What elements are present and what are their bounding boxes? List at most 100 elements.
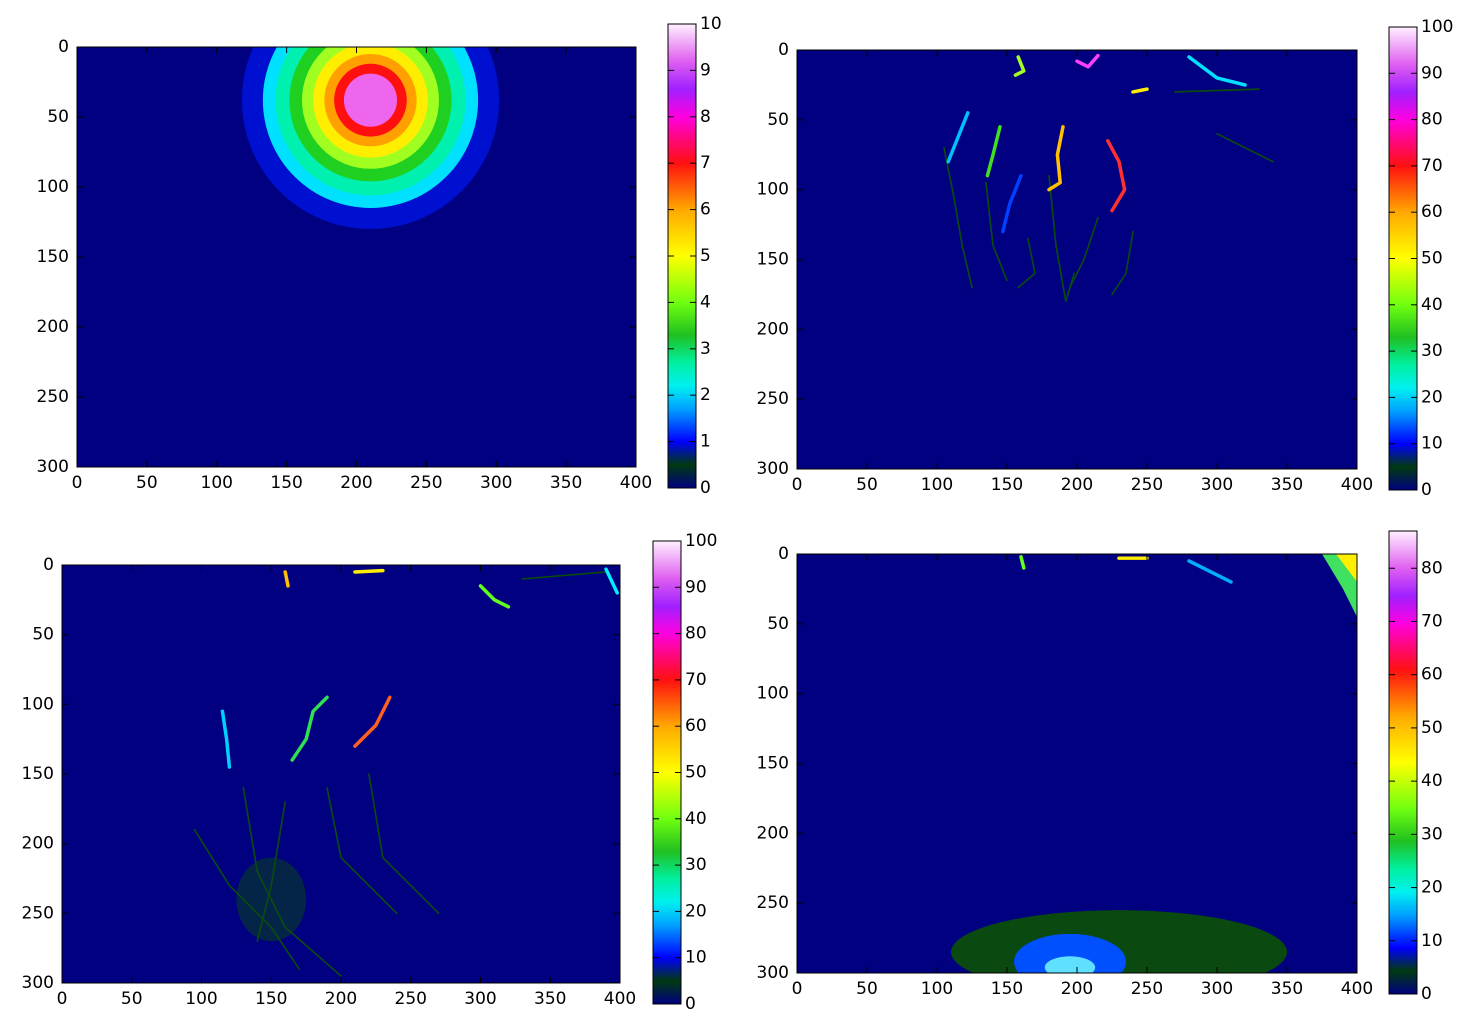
- colorbar: [1388, 530, 1418, 995]
- colorbar-tick-label: 30: [1421, 824, 1443, 844]
- x-tick-label: 100: [921, 979, 953, 999]
- y-tick-label: 50: [47, 107, 69, 127]
- x-tick-label: 300: [480, 473, 512, 493]
- colorbar-tick-label: 60: [1421, 665, 1443, 685]
- x-tick-label: 250: [1131, 979, 1163, 999]
- colorbar-tick-label: 7: [700, 153, 711, 173]
- x-tick-label: 0: [792, 475, 803, 495]
- x-tick-label: 150: [270, 473, 302, 493]
- y-tick-label: 200: [22, 834, 54, 854]
- x-tick-label: 0: [72, 473, 83, 493]
- colorbar-tick-label: 40: [1421, 771, 1443, 791]
- heatmap-image: [797, 554, 1357, 973]
- x-tick-label: 400: [1341, 979, 1373, 999]
- colorbar-tick-label: 100: [685, 531, 717, 551]
- colorbar-tick-label: 80: [685, 624, 707, 644]
- y-tick-label: 250: [757, 893, 789, 913]
- colorbar-tick-label: 70: [1421, 611, 1443, 631]
- colorbar-tick-label: 80: [1421, 110, 1443, 130]
- colorbar-tick-label: 40: [685, 809, 707, 829]
- x-tick-label: 0: [792, 979, 803, 999]
- colorbar-tick-label: 10: [1421, 434, 1443, 454]
- colorbar-tick-label: 50: [1421, 249, 1443, 269]
- colorbar-tick-label: 3: [700, 339, 711, 359]
- colorbar-tick-label: 90: [1421, 63, 1443, 83]
- colorbar-tick-label: 20: [1421, 387, 1443, 407]
- colorbar-tick-label: 90: [685, 577, 707, 597]
- y-tick-label: 150: [757, 754, 789, 774]
- x-tick-label: 250: [395, 989, 427, 1009]
- x-tick-label: 150: [991, 475, 1023, 495]
- colorbar-tick-label: 60: [1421, 202, 1443, 222]
- y-tick-label: 100: [22, 694, 54, 714]
- colorbar-tick-label: 5: [700, 246, 711, 266]
- y-tick-label: 0: [43, 555, 54, 575]
- x-tick-label: 50: [136, 473, 158, 493]
- x-tick-label: 0: [57, 989, 68, 1009]
- colorbar-tick-label: 2: [700, 385, 711, 405]
- x-tick-label: 300: [1201, 475, 1233, 495]
- y-tick-label: 100: [757, 684, 789, 704]
- colorbar-tick-label: 0: [1421, 480, 1432, 500]
- x-tick-label: 250: [410, 473, 442, 493]
- x-tick-label: 400: [604, 989, 636, 1009]
- x-tick-label: 200: [1061, 979, 1093, 999]
- x-tick-label: 50: [121, 989, 143, 1009]
- colorbar-tick-label: 30: [1421, 341, 1443, 361]
- y-tick-label: 50: [32, 625, 54, 645]
- x-tick-label: 50: [856, 979, 878, 999]
- x-tick-label: 400: [1341, 475, 1373, 495]
- colorbar-tick-label: 10: [685, 948, 707, 968]
- x-tick-label: 250: [1131, 475, 1163, 495]
- y-tick-label: 300: [757, 459, 789, 479]
- colorbar-tick-label: 20: [685, 901, 707, 921]
- y-tick-label: 250: [37, 387, 69, 407]
- colorbar-tick-label: 0: [685, 994, 696, 1014]
- y-tick-label: 50: [767, 110, 789, 130]
- x-tick-label: 100: [185, 989, 217, 1009]
- x-tick-label: 50: [856, 475, 878, 495]
- x-tick-label: 200: [1061, 475, 1093, 495]
- colorbar-tick-label: 4: [700, 292, 711, 312]
- x-tick-label: 100: [921, 475, 953, 495]
- colorbar-tick-label: 20: [1421, 878, 1443, 898]
- x-tick-label: 350: [1271, 475, 1303, 495]
- x-tick-label: 350: [550, 473, 582, 493]
- colorbar-tick-label: 80: [1421, 558, 1443, 578]
- y-tick-label: 50: [767, 614, 789, 634]
- colorbar-tick-label: 0: [700, 478, 711, 498]
- x-tick-label: 200: [325, 989, 357, 1009]
- x-tick-label: 350: [534, 989, 566, 1009]
- y-tick-label: 0: [778, 544, 789, 564]
- x-tick-label: 300: [464, 989, 496, 1009]
- colorbar-tick-label: 1: [700, 432, 711, 452]
- y-tick-label: 300: [757, 963, 789, 983]
- x-tick-label: 150: [991, 979, 1023, 999]
- colorbar-tick-label: 100: [1421, 17, 1453, 37]
- x-tick-label: 100: [201, 473, 233, 493]
- y-tick-label: 150: [22, 764, 54, 784]
- heatmap-image: [797, 50, 1357, 469]
- y-tick-label: 200: [757, 823, 789, 843]
- y-tick-label: 250: [22, 903, 54, 923]
- colorbar-tick-label: 6: [700, 200, 711, 220]
- y-tick-label: 150: [37, 247, 69, 267]
- y-tick-label: 200: [37, 317, 69, 337]
- y-tick-label: 0: [58, 37, 69, 57]
- colorbar-tick-label: 50: [1421, 718, 1443, 738]
- heatmap-image: [77, 47, 636, 467]
- y-tick-label: 150: [757, 250, 789, 270]
- x-tick-label: 200: [340, 473, 372, 493]
- y-tick-label: 250: [757, 389, 789, 409]
- x-tick-label: 150: [255, 989, 287, 1009]
- colorbar-tick-label: 10: [700, 14, 722, 34]
- y-tick-label: 300: [37, 457, 69, 477]
- heatmap-image: [62, 565, 620, 983]
- colorbar-tick-label: 60: [685, 716, 707, 736]
- y-tick-label: 100: [37, 177, 69, 197]
- y-tick-label: 0: [778, 40, 789, 60]
- y-tick-label: 300: [22, 973, 54, 993]
- colorbar-tick-label: 30: [685, 855, 707, 875]
